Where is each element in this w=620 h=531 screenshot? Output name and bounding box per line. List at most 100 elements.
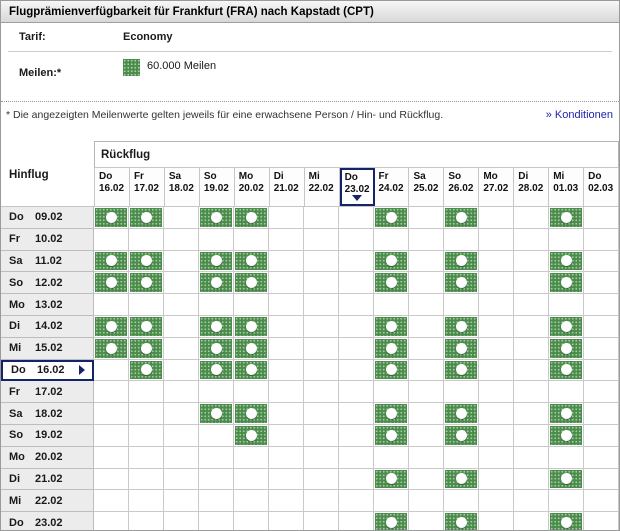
availability-icon[interactable] — [550, 469, 582, 489]
availability-icon[interactable] — [375, 338, 407, 358]
return-date-header[interactable]: Di 21.02 — [269, 168, 305, 206]
availability-icon[interactable] — [550, 208, 582, 227]
availability-icon[interactable] — [375, 513, 407, 530]
calendar-cell[interactable] — [549, 337, 584, 360]
calendar-cell[interactable] — [549, 250, 584, 273]
availability-icon[interactable] — [445, 208, 477, 227]
availability-icon[interactable] — [235, 425, 267, 445]
calendar-cell[interactable] — [234, 359, 269, 382]
calendar-cell[interactable] — [374, 359, 409, 382]
outbound-date-label[interactable]: Do 16.02 — [1, 359, 94, 382]
availability-icon[interactable] — [200, 360, 232, 380]
availability-icon[interactable] — [95, 316, 127, 336]
calendar-cell[interactable] — [199, 359, 234, 382]
outbound-date-label[interactable]: So 12.02 — [1, 272, 94, 295]
calendar-cell[interactable] — [94, 207, 129, 229]
calendar-cell[interactable] — [374, 207, 409, 229]
calendar-cell[interactable] — [549, 468, 584, 491]
availability-icon[interactable] — [95, 208, 127, 227]
availability-icon[interactable] — [200, 338, 232, 358]
calendar-cell[interactable] — [444, 250, 479, 273]
calendar-cell[interactable] — [549, 315, 584, 338]
availability-icon[interactable] — [235, 316, 267, 336]
calendar-cell[interactable] — [129, 337, 164, 360]
calendar-cell[interactable] — [129, 272, 164, 295]
availability-icon[interactable] — [550, 338, 582, 358]
return-date-header[interactable]: Do 16.02 — [95, 168, 130, 206]
availability-icon[interactable] — [550, 273, 582, 293]
calendar-cell[interactable] — [94, 315, 129, 338]
availability-icon[interactable] — [95, 338, 127, 358]
availability-icon[interactable] — [445, 404, 477, 423]
availability-icon[interactable] — [445, 425, 477, 445]
availability-icon[interactable] — [550, 316, 582, 336]
conditions-link[interactable]: » Konditionen — [545, 108, 613, 121]
availability-icon[interactable] — [130, 251, 162, 271]
availability-icon[interactable] — [550, 404, 582, 423]
calendar-cell[interactable] — [129, 315, 164, 338]
calendar-cell[interactable] — [444, 403, 479, 425]
calendar-cell[interactable] — [199, 250, 234, 273]
return-date-header[interactable]: Mi 22.02 — [304, 168, 340, 206]
availability-icon[interactable] — [445, 360, 477, 380]
calendar-cell[interactable] — [549, 424, 584, 447]
availability-icon[interactable] — [375, 425, 407, 445]
availability-icon[interactable] — [375, 316, 407, 336]
calendar-cell[interactable] — [549, 403, 584, 425]
return-date-header[interactable]: Do 02.03 — [584, 168, 619, 206]
calendar-cell[interactable] — [129, 207, 164, 229]
outbound-date-label[interactable]: Sa 11.02 — [1, 250, 94, 273]
outbound-date-label[interactable]: Mi 22.02 — [1, 490, 94, 513]
calendar-cell[interactable] — [234, 424, 269, 447]
return-date-header[interactable]: Sa 25.02 — [409, 168, 445, 206]
calendar-cell[interactable] — [129, 250, 164, 273]
outbound-date-label[interactable]: Mo 13.02 — [1, 294, 94, 316]
availability-icon[interactable] — [375, 251, 407, 271]
availability-icon[interactable] — [235, 208, 267, 227]
availability-icon[interactable] — [550, 251, 582, 271]
availability-icon[interactable] — [200, 208, 232, 227]
calendar-cell[interactable] — [199, 337, 234, 360]
calendar-cell[interactable] — [374, 468, 409, 491]
availability-icon[interactable] — [445, 338, 477, 358]
availability-icon[interactable] — [375, 208, 407, 227]
availability-icon[interactable] — [445, 273, 477, 293]
calendar-cell[interactable] — [374, 424, 409, 447]
calendar-cell[interactable] — [199, 403, 234, 425]
return-date-header[interactable]: Di 28.02 — [514, 168, 550, 206]
calendar-cell[interactable] — [444, 337, 479, 360]
outbound-date-label[interactable]: Fr 10.02 — [1, 228, 94, 251]
return-date-header[interactable]: Fr 17.02 — [129, 168, 165, 206]
calendar-cell[interactable] — [444, 272, 479, 295]
availability-icon[interactable] — [235, 404, 267, 423]
availability-icon[interactable] — [130, 360, 162, 380]
calendar-cell[interactable] — [444, 315, 479, 338]
return-date-header[interactable]: Mi 01.03 — [549, 168, 585, 206]
availability-icon[interactable] — [445, 251, 477, 271]
outbound-date-label[interactable]: Mo 20.02 — [1, 446, 94, 469]
calendar-cell[interactable] — [199, 272, 234, 295]
return-date-header[interactable]: Do 23.02 — [339, 168, 375, 206]
calendar-cell[interactable] — [234, 337, 269, 360]
outbound-date-label[interactable]: Do 09.02 — [1, 207, 94, 229]
return-date-header[interactable]: Mo 27.02 — [479, 168, 515, 206]
availability-icon[interactable] — [375, 273, 407, 293]
return-date-header[interactable]: Mo 20.02 — [234, 168, 270, 206]
availability-icon[interactable] — [130, 338, 162, 358]
availability-icon[interactable] — [445, 316, 477, 336]
availability-icon[interactable] — [200, 273, 232, 293]
return-date-header[interactable]: Sa 18.02 — [164, 168, 200, 206]
availability-icon[interactable] — [95, 273, 127, 293]
availability-icon[interactable] — [375, 469, 407, 489]
availability-icon[interactable] — [235, 338, 267, 358]
availability-icon[interactable] — [130, 208, 162, 227]
calendar-cell[interactable] — [234, 207, 269, 229]
availability-icon[interactable] — [550, 425, 582, 445]
outbound-date-label[interactable]: Sa 18.02 — [1, 403, 94, 425]
calendar-cell[interactable] — [374, 337, 409, 360]
calendar-cell[interactable] — [444, 468, 479, 491]
calendar-cell[interactable] — [444, 359, 479, 382]
availability-icon[interactable] — [130, 316, 162, 336]
calendar-cell[interactable] — [234, 403, 269, 425]
calendar-cell[interactable] — [234, 272, 269, 295]
